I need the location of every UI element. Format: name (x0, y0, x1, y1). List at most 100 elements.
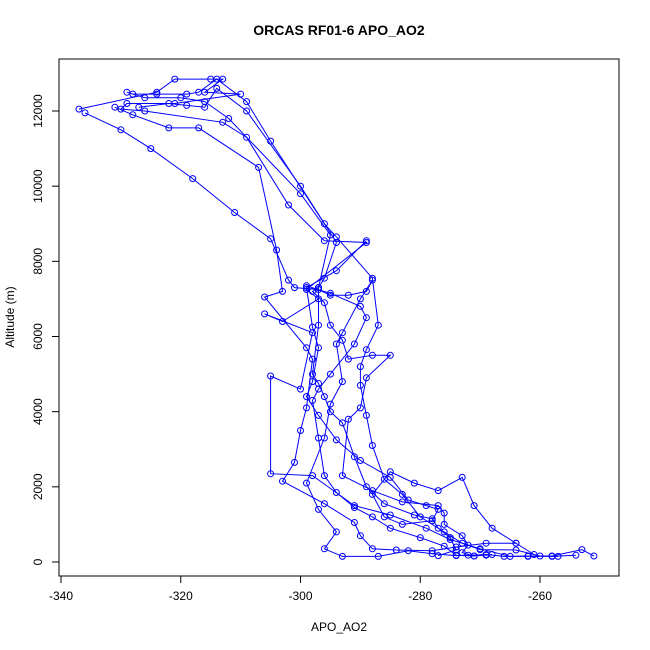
series-4 (129, 75, 562, 560)
series-line (132, 78, 559, 557)
data-point (326, 231, 334, 239)
data-point (374, 321, 382, 329)
data-point (422, 524, 430, 532)
data-point (123, 88, 131, 96)
data-point (285, 201, 292, 209)
data-point (404, 496, 412, 504)
data-point (320, 545, 328, 553)
data-point (368, 513, 376, 521)
data-point (338, 472, 346, 480)
data-point (315, 385, 322, 393)
data-point (225, 115, 233, 122)
data-point (195, 88, 203, 96)
data-point (81, 109, 89, 117)
data-point (177, 94, 185, 102)
data-point (326, 408, 334, 416)
data-point (446, 536, 454, 543)
data-point (267, 470, 275, 478)
data-point (243, 133, 251, 141)
data-point (297, 182, 304, 190)
series-line (78, 78, 595, 557)
y-tick-label: 4000 (31, 398, 45, 425)
data-point (147, 145, 155, 153)
data-point (123, 100, 131, 107)
data-point (434, 502, 442, 510)
series-5 (123, 88, 478, 560)
series-8 (303, 282, 496, 560)
data-point (117, 105, 125, 113)
data-point (111, 103, 119, 111)
data-point (356, 532, 364, 540)
data-point (332, 267, 340, 275)
data-point (362, 346, 370, 354)
data-point (368, 274, 376, 282)
data-point (183, 101, 191, 109)
data-point (362, 411, 370, 419)
chart-title: ORCAS RF01-6 APO_AO2 (253, 22, 425, 38)
data-point (309, 396, 316, 404)
y-tick-label: 2000 (31, 473, 45, 500)
data-point (440, 542, 448, 550)
data-point (554, 552, 562, 560)
data-point (410, 479, 418, 487)
data-point (219, 118, 227, 126)
data-point (267, 235, 275, 243)
data-point (279, 477, 286, 485)
data-point (213, 84, 221, 92)
data-point (267, 372, 275, 380)
series-line (114, 106, 535, 555)
data-point (512, 546, 520, 554)
data-point (297, 385, 304, 393)
y-tick-label: 8000 (31, 248, 45, 275)
data-point (446, 534, 454, 542)
data-point (476, 546, 484, 554)
data-point (410, 511, 418, 519)
data-point (344, 415, 352, 423)
data-point (590, 552, 598, 560)
data-point (344, 355, 352, 363)
data-point (440, 528, 448, 536)
data-point (332, 340, 340, 348)
data-point (356, 295, 364, 303)
data-point (368, 545, 376, 553)
data-point (338, 378, 346, 386)
x-axis-label: APO_AO2 (311, 620, 367, 634)
data-point (332, 528, 340, 536)
data-point (141, 94, 149, 102)
data-point (356, 363, 364, 371)
data-point (362, 374, 370, 382)
data-point (320, 500, 328, 508)
data-point (171, 75, 179, 83)
data-point (386, 351, 394, 359)
data-point (368, 490, 376, 498)
data-point (291, 458, 298, 466)
data-point (291, 284, 298, 292)
data-point (75, 105, 83, 113)
data-point (338, 329, 346, 337)
data-point (303, 344, 310, 352)
data-point (428, 517, 436, 525)
data-point (315, 344, 322, 352)
data-point (165, 124, 173, 132)
data-point (309, 370, 316, 378)
data-point (368, 351, 376, 359)
x-tick-label: -260 (528, 589, 552, 603)
data-point (536, 552, 544, 560)
data-point (398, 490, 406, 498)
data-point (153, 90, 161, 98)
data-point (356, 457, 364, 464)
series-layer (75, 75, 598, 560)
data-point (332, 436, 340, 444)
data-point (309, 355, 316, 363)
data-point (482, 539, 490, 547)
data-point (141, 107, 149, 115)
data-point (512, 539, 520, 547)
data-point (332, 489, 340, 496)
data-point (362, 314, 370, 322)
data-point (320, 274, 328, 282)
data-point (350, 504, 358, 511)
data-point (440, 520, 448, 528)
data-point (326, 321, 334, 329)
data-point (398, 498, 406, 506)
